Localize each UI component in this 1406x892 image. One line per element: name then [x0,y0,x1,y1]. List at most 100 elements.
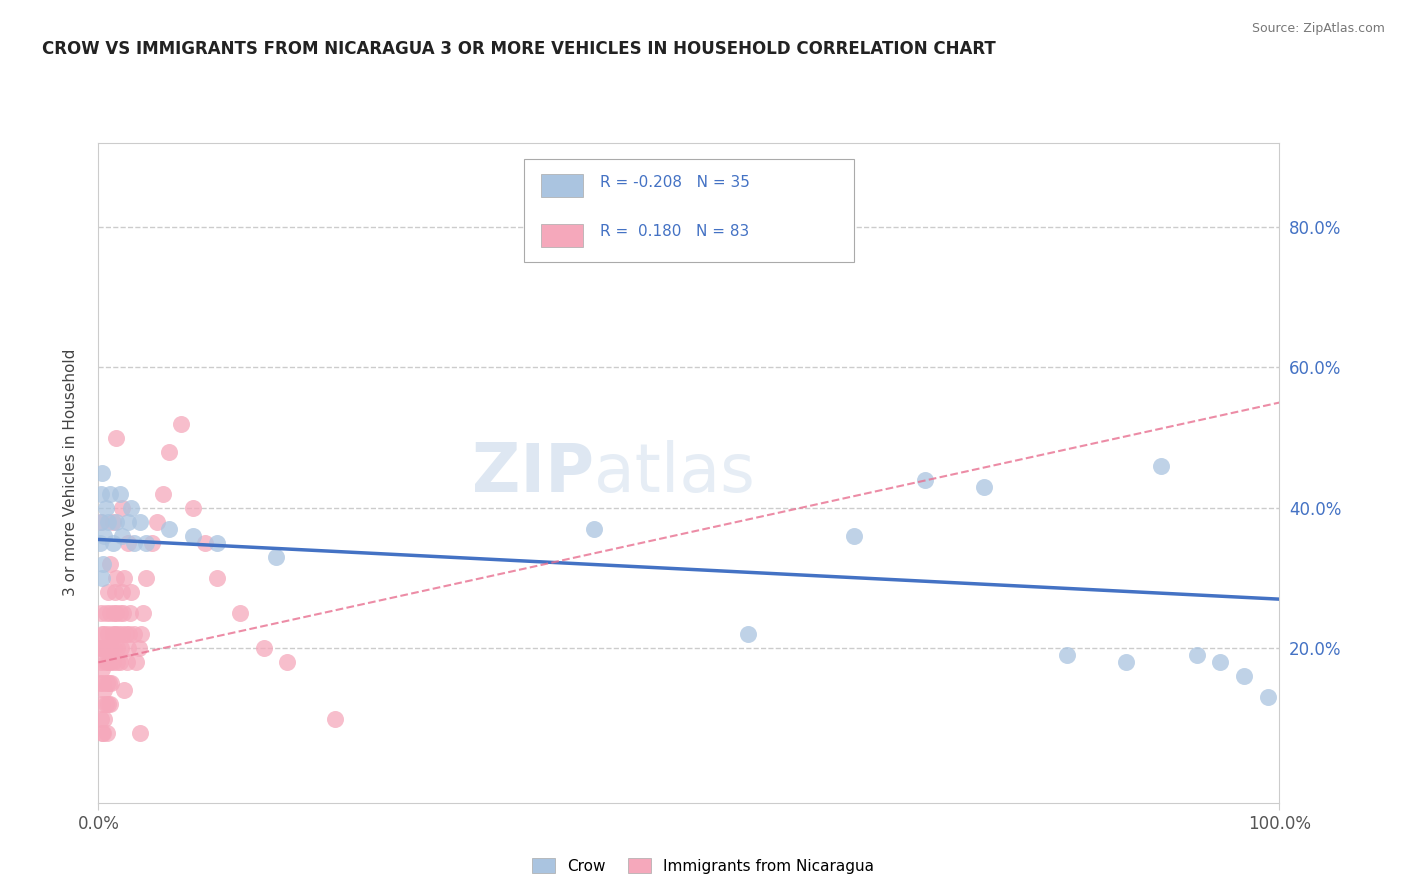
Point [1257,690,1279,705]
Point [120,606,142,620]
Point [181,500,204,515]
Point [914,473,936,487]
Point [108,656,131,670]
Point [205,571,228,585]
Point [181,529,204,543]
Point [93,683,115,698]
Point [108,606,131,620]
Point [117,515,139,529]
Point [90,515,112,529]
Point [1056,648,1078,663]
Point [1209,656,1232,670]
Point [91,725,114,739]
Point [90,712,112,726]
Point [101,656,124,670]
Point [100,641,122,656]
Point [91,466,114,480]
Point [103,606,125,620]
Point [1150,458,1173,473]
Text: Source: ZipAtlas.com: Source: ZipAtlas.com [1251,22,1385,36]
Point [115,656,138,670]
Point [229,606,252,620]
Point [973,480,995,494]
Point [264,549,287,564]
Point [90,656,112,670]
Point [121,585,143,599]
Point [104,585,127,599]
Point [122,536,145,550]
Point [104,627,127,641]
Point [93,712,115,726]
Text: ZIP: ZIP [472,440,595,506]
Point [94,656,117,670]
Point [117,641,139,656]
Point [111,529,134,543]
Point [94,606,117,620]
Point [105,641,128,656]
Point [98,606,121,620]
Point [105,606,128,620]
Point [122,627,145,641]
Point [253,641,276,656]
Point [135,536,157,550]
Point [89,641,111,656]
Point [152,487,174,501]
Point [94,500,117,515]
Point [96,676,118,690]
Point [323,712,346,726]
Point [194,536,217,550]
Point [103,641,125,656]
Point [132,606,155,620]
Point [91,662,114,676]
Text: atlas: atlas [595,440,755,506]
Text: CROW VS IMMIGRANTS FROM NICARAGUA 3 OR MORE VEHICLES IN HOUSEHOLD CORRELATION CH: CROW VS IMMIGRANTS FROM NICARAGUA 3 OR M… [42,40,995,58]
Point [135,571,157,585]
Point [108,487,131,501]
Point [141,536,163,550]
Point [157,522,180,536]
Point [114,627,136,641]
Point [97,656,120,670]
Point [97,515,120,529]
Point [105,515,128,529]
Point [112,683,135,698]
Point [1115,656,1137,670]
Point [97,627,120,641]
Point [98,487,121,501]
Point [128,725,150,739]
Point [146,515,169,529]
Point [118,627,141,641]
Point [91,571,114,585]
Point [129,627,152,641]
Point [1233,669,1256,683]
Point [91,627,114,641]
FancyBboxPatch shape [541,224,582,247]
Point [93,529,115,543]
Point [98,676,121,690]
Point [170,417,193,431]
Point [121,500,143,515]
Text: R =  0.180   N = 83: R = 0.180 N = 83 [600,224,749,239]
Point [276,656,298,670]
Point [844,529,866,543]
Point [98,641,121,656]
Point [205,536,228,550]
Point [91,698,114,712]
Point [89,536,111,550]
Point [94,698,117,712]
Point [110,641,132,656]
Point [98,698,121,712]
Point [1185,648,1208,663]
Point [91,676,114,690]
Point [101,536,124,550]
Point [93,627,115,641]
Point [97,698,120,712]
Point [97,585,120,599]
Point [91,725,114,739]
Point [157,444,180,458]
Point [111,500,134,515]
Point [91,641,114,656]
Point [112,606,135,620]
FancyBboxPatch shape [523,160,855,261]
Point [101,515,124,529]
